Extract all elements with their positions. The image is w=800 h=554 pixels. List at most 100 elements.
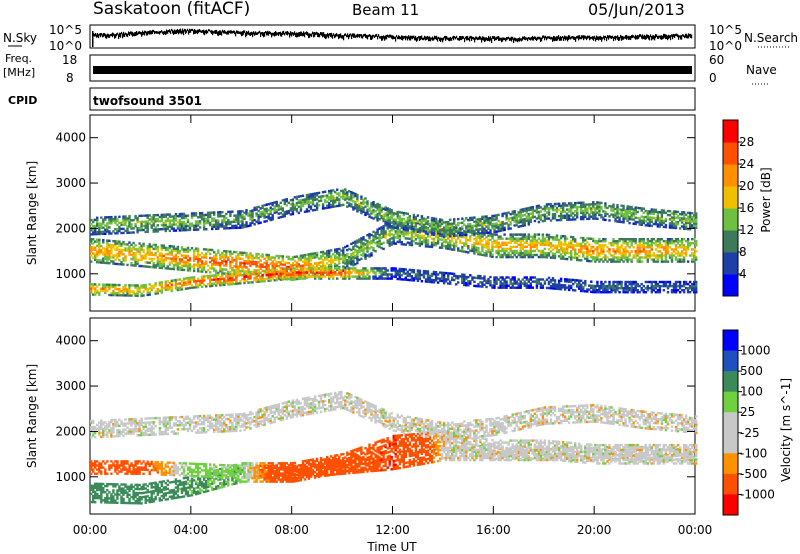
power-cell <box>321 262 325 266</box>
nsky-point <box>220 30 222 35</box>
power-cell <box>354 203 357 206</box>
power-cell <box>271 262 274 265</box>
power-cell <box>364 239 367 242</box>
power-cell <box>463 236 466 239</box>
power-cell <box>368 241 371 244</box>
power-cell <box>656 254 660 257</box>
power-cell <box>144 261 147 264</box>
nsky-point <box>687 35 689 39</box>
power-cell <box>170 285 174 289</box>
power-cell <box>378 211 381 215</box>
power-cell <box>132 252 135 255</box>
power-cell <box>108 245 111 249</box>
power-cell <box>138 290 141 293</box>
nsky-point <box>498 35 500 41</box>
power-cell <box>501 225 504 228</box>
power-cell <box>132 256 135 259</box>
power-cell <box>215 271 218 275</box>
power-cell <box>128 241 131 244</box>
power-cell <box>686 238 690 241</box>
power-cell <box>200 215 204 219</box>
power-cell <box>434 235 438 239</box>
power-cell <box>106 222 109 225</box>
power-cell <box>114 291 117 295</box>
power-cell <box>273 256 276 259</box>
power-cell <box>604 254 607 257</box>
power-cell <box>440 222 444 226</box>
power-cell <box>547 248 551 251</box>
power-cell <box>213 251 216 254</box>
power-cell <box>648 212 651 215</box>
power-cell <box>523 255 526 259</box>
power-cell <box>305 200 309 203</box>
power-cell <box>676 214 680 218</box>
power-cell <box>239 274 242 277</box>
power-cell <box>400 240 403 244</box>
power-cell <box>424 219 428 223</box>
nsky-point <box>491 38 493 43</box>
power-cell <box>380 236 383 239</box>
power-cell <box>307 209 311 213</box>
freq-tick-bottom: 8 <box>66 71 74 85</box>
power-cell <box>360 211 363 215</box>
power-cell <box>664 225 668 229</box>
power-cell <box>442 226 446 229</box>
nsky-point <box>252 32 254 38</box>
power-cell <box>596 256 599 259</box>
power-cell <box>674 220 678 224</box>
power-cell <box>146 247 149 250</box>
nsky-point <box>605 35 607 38</box>
power-cell <box>582 253 585 256</box>
power-cell <box>332 201 335 204</box>
power-cell <box>388 226 391 229</box>
power-cell <box>523 241 526 244</box>
power-cell <box>160 256 163 259</box>
power-cell <box>307 259 311 262</box>
nsky-point <box>435 36 437 40</box>
power-cell <box>596 246 599 249</box>
power-cell <box>283 271 286 275</box>
power-cell <box>215 263 218 266</box>
nsky-point <box>375 34 377 37</box>
power-cell <box>301 202 305 206</box>
nsky-point <box>660 35 662 40</box>
nsky-point <box>203 29 205 35</box>
power-cell <box>630 260 633 263</box>
power-cell <box>116 219 119 223</box>
power-cell <box>396 221 399 224</box>
power-cell <box>205 262 208 265</box>
power-cell <box>668 224 672 227</box>
nsky-point <box>151 30 153 35</box>
nsky-point <box>289 33 291 38</box>
power-cell <box>271 218 274 221</box>
power-cell <box>241 216 244 219</box>
power-cell <box>650 208 653 211</box>
power-cell <box>660 260 664 263</box>
power-cell <box>404 233 407 236</box>
noise-tick-left-top: 10^5 <box>49 23 82 37</box>
power-cell <box>501 237 504 240</box>
power-cell <box>128 286 131 289</box>
power-cell <box>563 214 567 217</box>
power-cell <box>682 244 686 247</box>
power-cell <box>420 225 424 228</box>
power-cell <box>295 265 299 268</box>
power-cell <box>223 283 226 286</box>
power-cell <box>307 263 311 266</box>
power-cell <box>186 220 190 224</box>
nsky-point <box>593 36 595 41</box>
power-cell <box>543 239 547 242</box>
power-cell <box>315 266 319 269</box>
power-cell <box>630 218 633 221</box>
power-cell <box>245 275 248 278</box>
power-cell <box>102 226 105 229</box>
power-cell <box>455 242 458 246</box>
power-cell <box>467 245 470 248</box>
power-cell <box>501 223 504 226</box>
power-cell <box>198 226 202 229</box>
power-cell <box>247 275 250 278</box>
power-cell <box>122 221 125 224</box>
power-cell <box>168 247 172 250</box>
power-cell <box>223 272 226 275</box>
power-cell <box>319 255 323 258</box>
